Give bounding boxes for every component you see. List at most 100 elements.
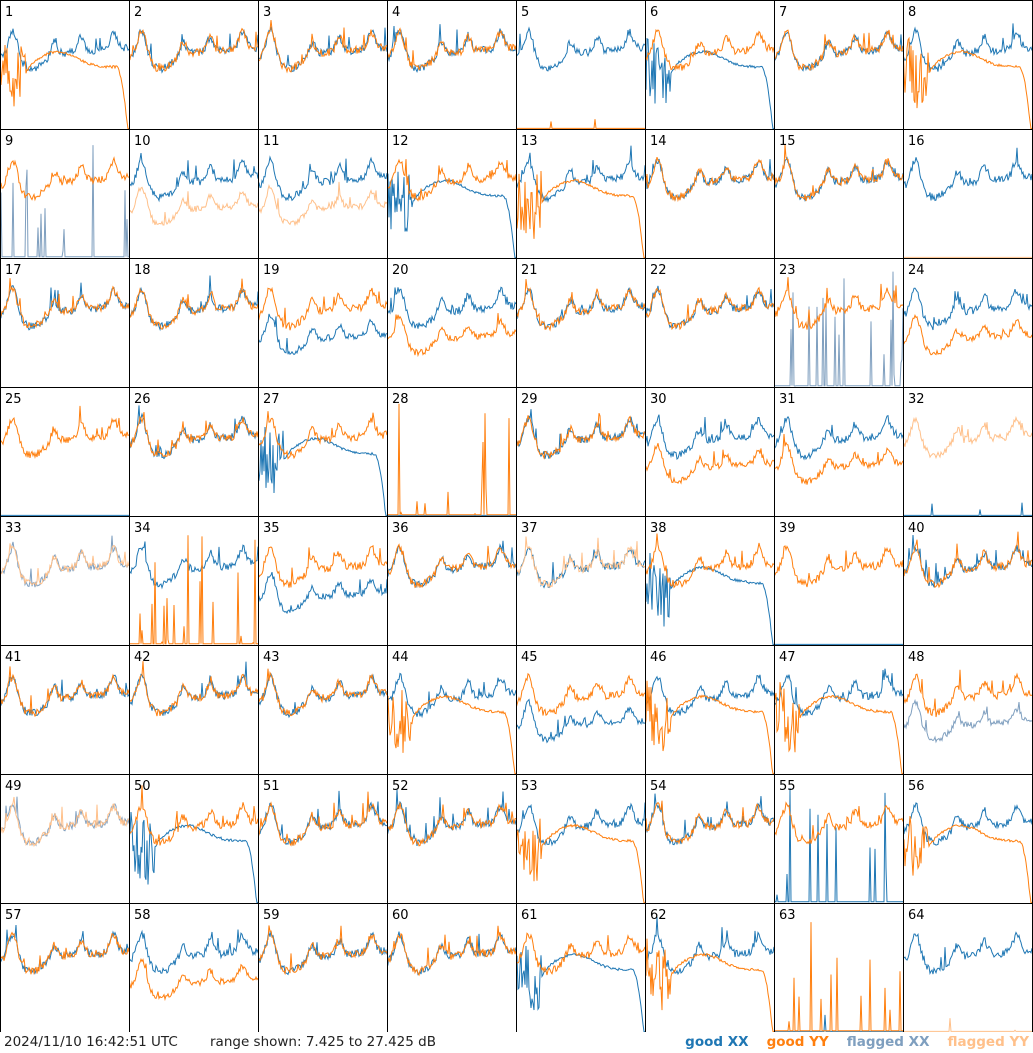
series-xx-panel-49: [0, 796, 129, 847]
series-xx-panel-46: [645, 674, 774, 717]
series-yy-panel-26: [129, 412, 258, 457]
panel-47: 47: [774, 650, 903, 774]
series-xx-panel-45: [516, 698, 645, 744]
legend-good-yy: good YY: [766, 1034, 829, 1050]
series-xx-panel-8: [903, 23, 1032, 72]
series-xx-panel-11: [258, 155, 387, 202]
panel-22: 22: [645, 263, 774, 331]
series-yy-panel-4: [387, 27, 516, 71]
panel-number-33: 33: [5, 521, 22, 536]
series-yy-panel-53: [516, 818, 645, 903]
panel-number-51: 51: [263, 779, 280, 794]
series-yy-panel-36: [387, 543, 516, 589]
panel-number-53: 53: [521, 779, 538, 794]
panel-38: 38: [645, 521, 774, 645]
series-xx-panel-10: [129, 153, 258, 203]
series-yy-panel-33: [0, 543, 129, 587]
series-yy-panel-52: [387, 802, 516, 847]
panel-number-3: 3: [263, 5, 271, 20]
series-xx-panel-18: [129, 275, 258, 332]
series-yy-panel-32: [903, 415, 1032, 460]
series-yy-panel-28: [387, 403, 516, 516]
panel-number-31: 31: [779, 392, 796, 407]
series-yy-panel-61: [516, 932, 645, 976]
series-yy-panel-50: [129, 785, 258, 846]
panel-15: 15: [774, 134, 903, 203]
series-yy-panel-51: [258, 791, 387, 847]
series-yy-panel-2: [129, 27, 258, 73]
panel-58: 58: [129, 908, 258, 1002]
panel-number-60: 60: [392, 908, 409, 923]
series-yy-panel-23: [774, 277, 903, 330]
panel-number-43: 43: [263, 650, 280, 665]
panel-number-34: 34: [134, 521, 151, 536]
series-xx-panel-21: [516, 287, 645, 330]
series-yy-panel-45: [516, 672, 645, 716]
series-yy-panel-57: [0, 931, 129, 975]
panel-14: 14: [645, 134, 774, 203]
series-yy-panel-38: [645, 533, 774, 589]
panel-number-30: 30: [650, 392, 667, 407]
panel-49: 49: [0, 779, 129, 848]
panel-51: 51: [258, 779, 387, 847]
legend-flagged-xx: flagged XX: [846, 1034, 930, 1050]
panel-number-9: 9: [5, 134, 13, 149]
panel-number-24: 24: [908, 263, 925, 278]
panel-number-58: 58: [134, 908, 151, 923]
panel-number-32: 32: [908, 392, 925, 407]
panel-13: 13: [516, 134, 645, 258]
panel-11: 11: [258, 134, 387, 227]
series-yy-panel-9: [0, 156, 129, 202]
series-yy-panel-40: [903, 531, 1032, 589]
panel-36: 36: [387, 521, 516, 589]
panel-number-8: 8: [908, 5, 916, 20]
series-xx-panel-42: [129, 661, 258, 717]
panel-29: 29: [516, 392, 645, 460]
series-xx-panel-35: [258, 571, 387, 615]
panel-number-44: 44: [392, 650, 409, 665]
panel-number-7: 7: [779, 5, 787, 20]
series-xx-panel-16: [903, 147, 1032, 202]
panel-16: 16: [903, 134, 1032, 258]
panel-number-5: 5: [521, 5, 529, 20]
series-xx-panel-33: [0, 535, 129, 588]
panel-45: 45: [516, 650, 645, 744]
timestamp: 2024/11/10 16:42:51 UTC: [4, 1034, 178, 1050]
panel-number-25: 25: [5, 392, 22, 407]
panel-48: 48: [903, 650, 1032, 744]
panel-number-48: 48: [908, 650, 925, 665]
panel-63: 63: [774, 908, 903, 1032]
legend: good XX good YY flagged XX flagged YY: [685, 1032, 1029, 1053]
panel-64: 64: [903, 908, 1032, 1032]
series-xx-panel-48: [903, 698, 1032, 744]
series-yy-panel-48: [903, 669, 1032, 718]
panel-number-47: 47: [779, 650, 796, 665]
panel-number-21: 21: [521, 263, 538, 278]
series-xx-panel-34: [129, 541, 258, 590]
series-xx-panel-2: [129, 28, 258, 74]
series-xx-panel-23: [774, 271, 903, 387]
panel-number-40: 40: [908, 521, 925, 536]
panel-31: 31: [774, 392, 903, 485]
panel-number-11: 11: [263, 134, 280, 149]
panel-number-59: 59: [263, 908, 280, 923]
series-yy-panel-43: [258, 668, 387, 717]
series-yy-panel-22: [645, 286, 774, 331]
series-xx-panel-54: [645, 793, 774, 846]
panel-57: 57: [0, 908, 129, 975]
panel-40: 40: [903, 521, 1032, 589]
series-xx-panel-58: [129, 929, 258, 974]
series-xx-panel-50: [129, 811, 258, 903]
panel-19: 19: [258, 263, 387, 356]
panel-25: 25: [0, 392, 129, 516]
series-xx-panel-13: [516, 145, 645, 204]
panel-34: 34: [129, 521, 258, 645]
series-yy-panel-63: [774, 922, 903, 1032]
panel-33: 33: [0, 521, 129, 588]
panel-61: 61: [516, 908, 645, 1032]
panel-number-42: 42: [134, 650, 151, 665]
panel-9: 9: [0, 134, 129, 258]
panel-1: 1: [0, 5, 129, 129]
